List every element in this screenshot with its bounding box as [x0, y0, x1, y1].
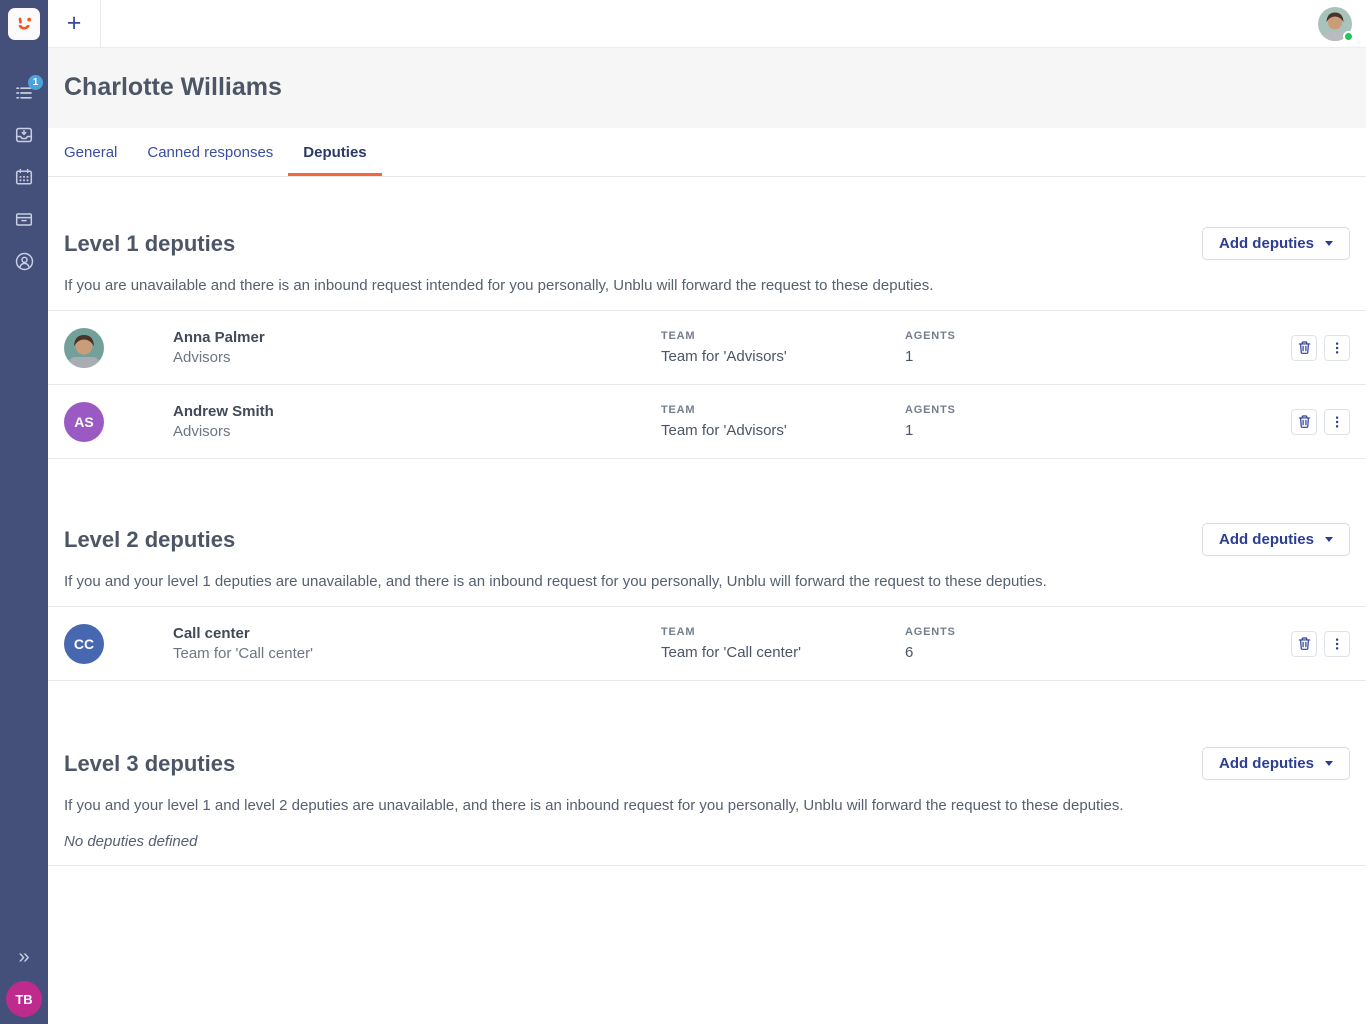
deputy-agents-count: 1 — [905, 421, 914, 439]
deputy-avatar-initials: AS — [64, 401, 104, 442]
sidebar: 1 — [0, 0, 48, 1024]
level1-section-header: Level 1 deputies Add deputies — [64, 227, 1350, 260]
tab-canned-responses[interactable]: Canned responses — [147, 143, 274, 161]
main-area: + Charlotte Williams General Canned resp… — [48, 0, 1366, 1024]
sidebar-item-archive[interactable] — [13, 208, 35, 230]
team-column-label: TEAM — [661, 329, 696, 342]
inbox-icon — [15, 127, 33, 143]
topbar: + — [48, 0, 1366, 48]
kebab-menu-icon — [1336, 416, 1339, 427]
collapse-sidebar-icon[interactable]: » — [18, 946, 30, 968]
deputy-agents-count: 1 — [905, 347, 914, 365]
trash-icon — [1298, 341, 1310, 354]
calendar-icon — [15, 168, 33, 185]
delete-deputy-button[interactable] — [1291, 334, 1317, 361]
deputy-name: Andrew Smith — [173, 402, 274, 420]
agents-column-label: AGENTS — [905, 403, 956, 416]
deputy-agents-count: 6 — [905, 643, 914, 661]
profile-photo — [1318, 6, 1352, 41]
page-title: Charlotte Williams — [64, 73, 282, 101]
trash-icon — [1298, 415, 1310, 428]
level2-deputy-list: CC Call center Team for 'Call center' TE… — [48, 606, 1366, 681]
sidebar-item-inbox[interactable] — [13, 124, 35, 146]
tab-general[interactable]: General — [64, 143, 118, 161]
level1-description: If you are unavailable and there is an i… — [64, 277, 934, 294]
deputy-row: CC Call center Team for 'Call center' TE… — [48, 607, 1366, 681]
person-circle-icon — [15, 252, 33, 270]
online-status-dot — [1343, 30, 1354, 42]
sidebar-item-queue[interactable]: 1 — [13, 75, 43, 104]
section-divider — [48, 865, 1366, 866]
tab-deputies[interactable]: Deputies — [288, 128, 382, 176]
no-deputies-message: No deputies defined — [64, 833, 198, 850]
deputy-avatar-initials: CC — [64, 623, 104, 664]
level2-add-deputies-button[interactable]: Add deputies — [1201, 523, 1350, 556]
chevron-down-icon — [1325, 537, 1333, 542]
new-tab-button[interactable]: + — [48, 0, 101, 47]
deputy-row: AS Andrew Smith Advisors TEAM Team for '… — [48, 385, 1366, 459]
level1-deputy-list: Anna Palmer Advisors TEAM Team for 'Advi… — [48, 310, 1366, 459]
deputy-subtitle: Advisors — [173, 348, 231, 366]
deputy-subtitle: Advisors — [173, 422, 231, 440]
chevron-down-icon — [1325, 761, 1333, 766]
queue-badge: 1 — [28, 75, 43, 90]
level3-title: Level 3 deputies — [64, 750, 236, 776]
deputy-team: Team for 'Call center' — [661, 643, 801, 661]
tab-bar: General Canned responses Deputies — [48, 128, 1366, 177]
team-column-label: TEAM — [661, 625, 696, 638]
kebab-menu-icon — [1336, 342, 1339, 353]
delete-deputy-button[interactable] — [1291, 630, 1317, 657]
deputy-more-options-button[interactable] — [1324, 408, 1350, 435]
page-header: Charlotte Williams — [48, 48, 1366, 128]
deputy-more-options-button[interactable] — [1324, 630, 1350, 657]
unblu-logo[interactable] — [8, 8, 40, 40]
deputy-name: Anna Palmer — [173, 328, 265, 346]
level1-title: Level 1 deputies — [64, 230, 236, 256]
trash-icon — [1298, 637, 1310, 650]
deputy-more-options-button[interactable] — [1324, 334, 1350, 361]
current-user-avatar[interactable]: TB — [6, 981, 42, 1017]
sidebar-item-calendar[interactable] — [13, 166, 35, 188]
level3-section-header: Level 3 deputies Add deputies — [64, 747, 1350, 780]
agents-column-label: AGENTS — [905, 625, 956, 638]
level3-description: If you and your level 1 and level 2 depu… — [64, 797, 1124, 814]
level1-add-deputies-button[interactable]: Add deputies — [1201, 227, 1350, 260]
sidebar-nav: 1 — [13, 75, 43, 272]
delete-deputy-button[interactable] — [1291, 408, 1317, 435]
deputy-team: Team for 'Advisors' — [661, 421, 787, 439]
chevron-down-icon — [1325, 241, 1333, 246]
archive-box-icon — [15, 213, 33, 226]
team-column-label: TEAM — [661, 403, 696, 416]
deputy-subtitle: Team for 'Call center' — [173, 644, 313, 662]
kebab-menu-icon — [1336, 638, 1339, 649]
deputy-avatar-photo — [64, 327, 104, 368]
agents-column-label: AGENTS — [905, 329, 956, 342]
profile-avatar[interactable] — [1318, 6, 1354, 42]
deputy-name: Call center — [173, 624, 250, 642]
deputies-content: Level 1 deputies Add deputies If you are… — [48, 177, 1366, 1024]
queue-list-icon — [16, 87, 32, 99]
deputy-row: Anna Palmer Advisors TEAM Team for 'Advi… — [48, 311, 1366, 385]
deputy-team: Team for 'Advisors' — [661, 347, 787, 365]
unblu-smiley-icon — [18, 17, 32, 30]
level2-title: Level 2 deputies — [64, 526, 236, 552]
sidebar-item-agents[interactable] — [13, 250, 35, 272]
level2-section-header: Level 2 deputies Add deputies — [64, 523, 1350, 556]
level3-add-deputies-button[interactable]: Add deputies — [1201, 747, 1350, 780]
level2-description: If you and your level 1 deputies are una… — [64, 573, 1047, 590]
